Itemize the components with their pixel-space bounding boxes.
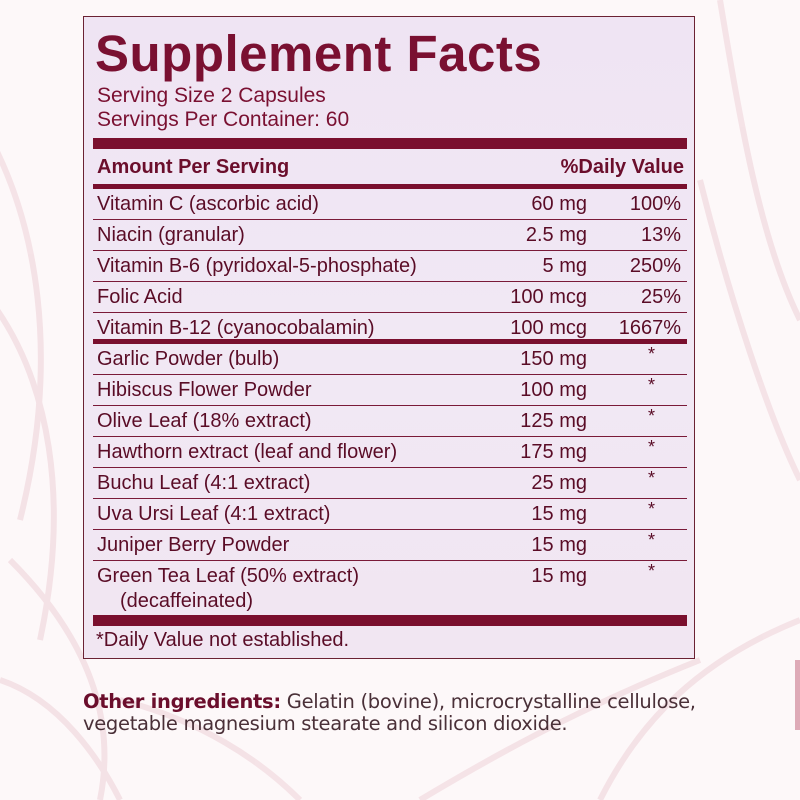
ingredient-name: Green Tea Leaf (50% extract) (97, 565, 359, 587)
herbals-list: Garlic Powder (bulb) 150 mg * Hibiscus F… (93, 344, 687, 617)
ingredient-amount: 5 mg (542, 255, 587, 277)
ingredient-daily-value: 100% (629, 193, 681, 215)
table-row: Olive Leaf (18% extract) 125 mg * (93, 406, 687, 437)
daily-value-not-established-marker: * (647, 344, 655, 364)
ingredient-amount: 175 mg (520, 441, 587, 463)
supplement-facts-panel: Supplement Facts Serving Size 2 Capsules… (83, 16, 695, 659)
other-ingredients-text: Gelatin (bovine), microcrystalline cellu… (83, 690, 696, 735)
ingredient-name: Olive Leaf (18% extract) (97, 410, 312, 432)
footnote: *Daily Value not established. (96, 629, 350, 651)
ingredient-name: Niacin (granular) (97, 224, 245, 246)
ingredient-name: Buchu Leaf (4:1 extract) (97, 472, 311, 494)
ingredient-name: Vitamin B-12 (cyanocobalamin) (97, 317, 375, 339)
ingredient-amount: 125 mg (520, 410, 587, 432)
ingredient-name-continued: (decaffeinated) (120, 590, 254, 612)
table-row: Juniper Berry Powder 15 mg * (93, 530, 687, 561)
table-row: Hibiscus Flower Powder 100 mg * (93, 375, 687, 406)
ingredient-amount: 100 mcg (510, 286, 587, 308)
ingredient-daily-value: 25% (640, 286, 681, 308)
table-row: Vitamin C (ascorbic acid) 60 mg 100% (93, 189, 687, 220)
table-row: Folic Acid 100 mcg 25% (93, 282, 687, 313)
table-row: Niacin (granular) 2.5 mg 13% (93, 220, 687, 251)
vitamins-list: Vitamin C (ascorbic acid) 60 mg 100% Nia… (93, 189, 687, 343)
ingredient-name: Uva Ursi Leaf (4:1 extract) (97, 503, 331, 525)
table-row: Buchu Leaf (4:1 extract) 25 mg * (93, 468, 687, 499)
ingredient-name: Vitamin B-6 (pyridoxal-5-phosphate) (97, 255, 417, 277)
ingredient-amount: 2.5 mg (525, 224, 587, 246)
ingredient-daily-value: 13% (640, 224, 681, 246)
daily-value-not-established-marker: * (647, 499, 655, 519)
ingredient-name: Juniper Berry Powder (97, 534, 290, 556)
header-divider (93, 184, 687, 189)
ingredient-amount: 100 mg (520, 379, 587, 401)
section-divider (93, 339, 687, 344)
ingredient-name: Folic Acid (97, 286, 183, 308)
daily-value-not-established-marker: * (647, 375, 655, 395)
ingredient-amount: 25 mg (531, 472, 587, 494)
table-row: Vitamin B-12 (cyanocobalamin) 100 mcg 16… (93, 313, 687, 343)
amount-per-serving-header: Amount Per Serving (97, 156, 290, 178)
daily-value-not-established-marker: * (647, 406, 655, 426)
ingredient-daily-value: 1667% (618, 317, 681, 339)
table-row: Green Tea Leaf (50% extract) (decaffeina… (93, 561, 687, 617)
panel-title: Supplement Facts (95, 25, 543, 82)
table-row: Uva Ursi Leaf (4:1 extract) 15 mg * (93, 499, 687, 530)
ingredient-amount: 15 mg (531, 534, 587, 556)
daily-value-not-established-marker: * (647, 530, 655, 550)
other-ingredients-label: Other ingredients: (83, 690, 281, 713)
serving-size: Serving Size 2 Capsules (97, 84, 326, 107)
thick-divider-top (93, 138, 687, 149)
daily-value-not-established-marker: * (647, 561, 655, 581)
ingredient-amount: 15 mg (531, 503, 587, 525)
ingredient-amount: 150 mg (520, 348, 587, 370)
table-row: Vitamin B-6 (pyridoxal-5-phosphate) 5 mg… (93, 251, 687, 282)
daily-value-header: %Daily Value (560, 156, 684, 178)
ingredient-name: Garlic Powder (bulb) (97, 348, 280, 370)
ingredient-daily-value: 250% (629, 255, 681, 277)
ingredient-amount: 60 mg (531, 193, 587, 215)
thick-divider-bottom (93, 615, 687, 626)
daily-value-not-established-marker: * (647, 468, 655, 488)
ingredient-amount: 15 mg (531, 565, 587, 587)
ingredient-name: Hibiscus Flower Powder (97, 379, 312, 401)
ingredient-name: Hawthorn extract (leaf and flower) (97, 441, 398, 463)
ingredient-name: Vitamin C (ascorbic acid) (97, 193, 319, 215)
ingredient-amount: 100 mcg (510, 317, 587, 339)
table-row: Hawthorn extract (leaf and flower) 175 m… (93, 437, 687, 468)
table-row: Garlic Powder (bulb) 150 mg * (93, 344, 687, 375)
other-ingredients: Other ingredients: Gelatin (bovine), mic… (83, 691, 723, 735)
servings-per-container: Servings Per Container: 60 (97, 108, 350, 131)
daily-value-not-established-marker: * (647, 437, 655, 457)
